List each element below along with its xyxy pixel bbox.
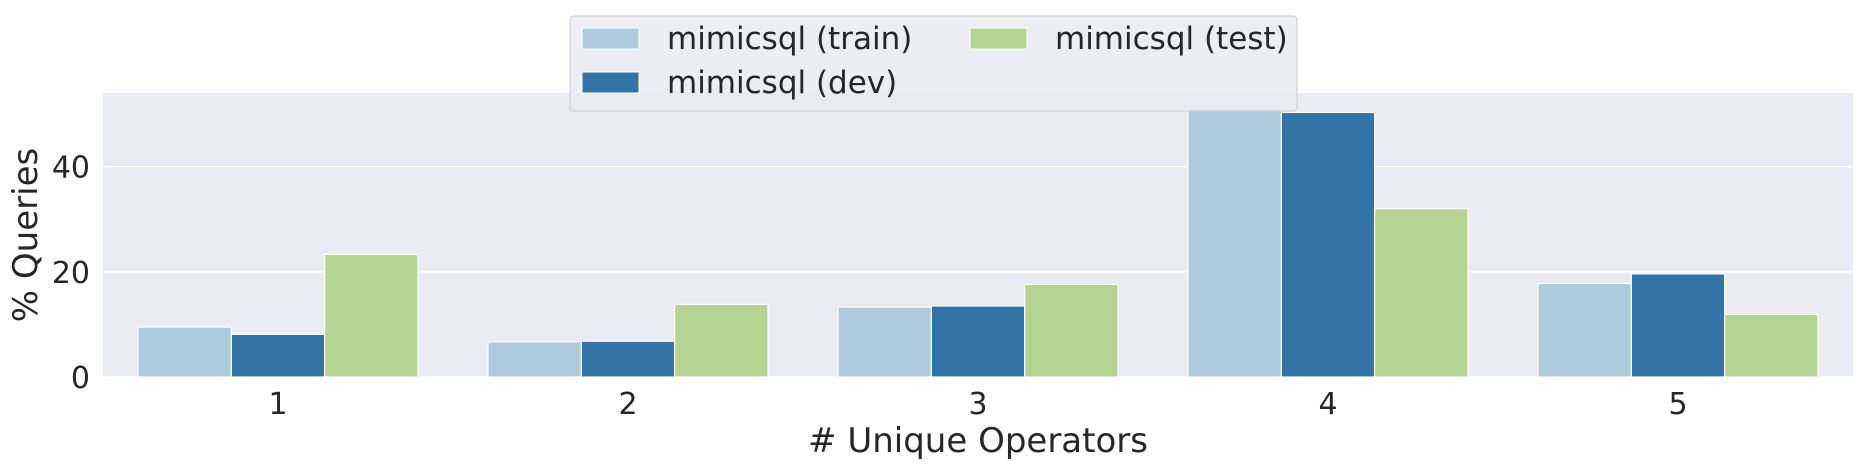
bar	[324, 253, 419, 378]
y-axis-label: % Queries	[6, 148, 46, 322]
bar	[930, 305, 1026, 378]
bar	[580, 340, 676, 378]
legend: mimicsql (train) mimicsql (dev) mimicsql (…	[569, 15, 1298, 112]
x-tick-label: 2	[618, 387, 637, 422]
bar	[1537, 282, 1632, 378]
bar	[230, 333, 326, 378]
legend-swatch	[581, 27, 640, 50]
x-tick-label: 3	[968, 387, 987, 422]
x-tick-label: 5	[1668, 387, 1687, 422]
x-tick-label: 4	[1318, 387, 1337, 422]
legend-label: mimicsql (dev)	[667, 65, 897, 101]
bar	[1630, 273, 1726, 378]
y-tick-label: 20	[52, 256, 90, 291]
y-tick-labels: 0 20 40	[52, 151, 90, 396]
y-tick-label: 40	[52, 151, 90, 186]
x-axis-label: # Unique Operators	[808, 421, 1148, 461]
x-tick-labels: 1 2 3 4 5	[268, 387, 1687, 422]
legend-box	[569, 15, 1298, 112]
bar	[1280, 111, 1376, 378]
bar	[1724, 313, 1819, 378]
legend-swatch	[581, 71, 640, 94]
legend-label: mimicsql (train)	[667, 21, 912, 57]
bar	[674, 303, 769, 378]
x-tick-label: 1	[268, 387, 287, 422]
legend-label: mimicsql (test)	[1055, 21, 1288, 57]
bar	[837, 306, 932, 378]
legend-swatch	[969, 27, 1028, 50]
y-tick-label: 0	[71, 361, 90, 396]
bar	[137, 326, 232, 378]
bars	[137, 108, 1819, 378]
bar	[1374, 208, 1469, 378]
bar	[487, 341, 582, 378]
bar	[1024, 283, 1119, 378]
bar	[1187, 108, 1282, 378]
